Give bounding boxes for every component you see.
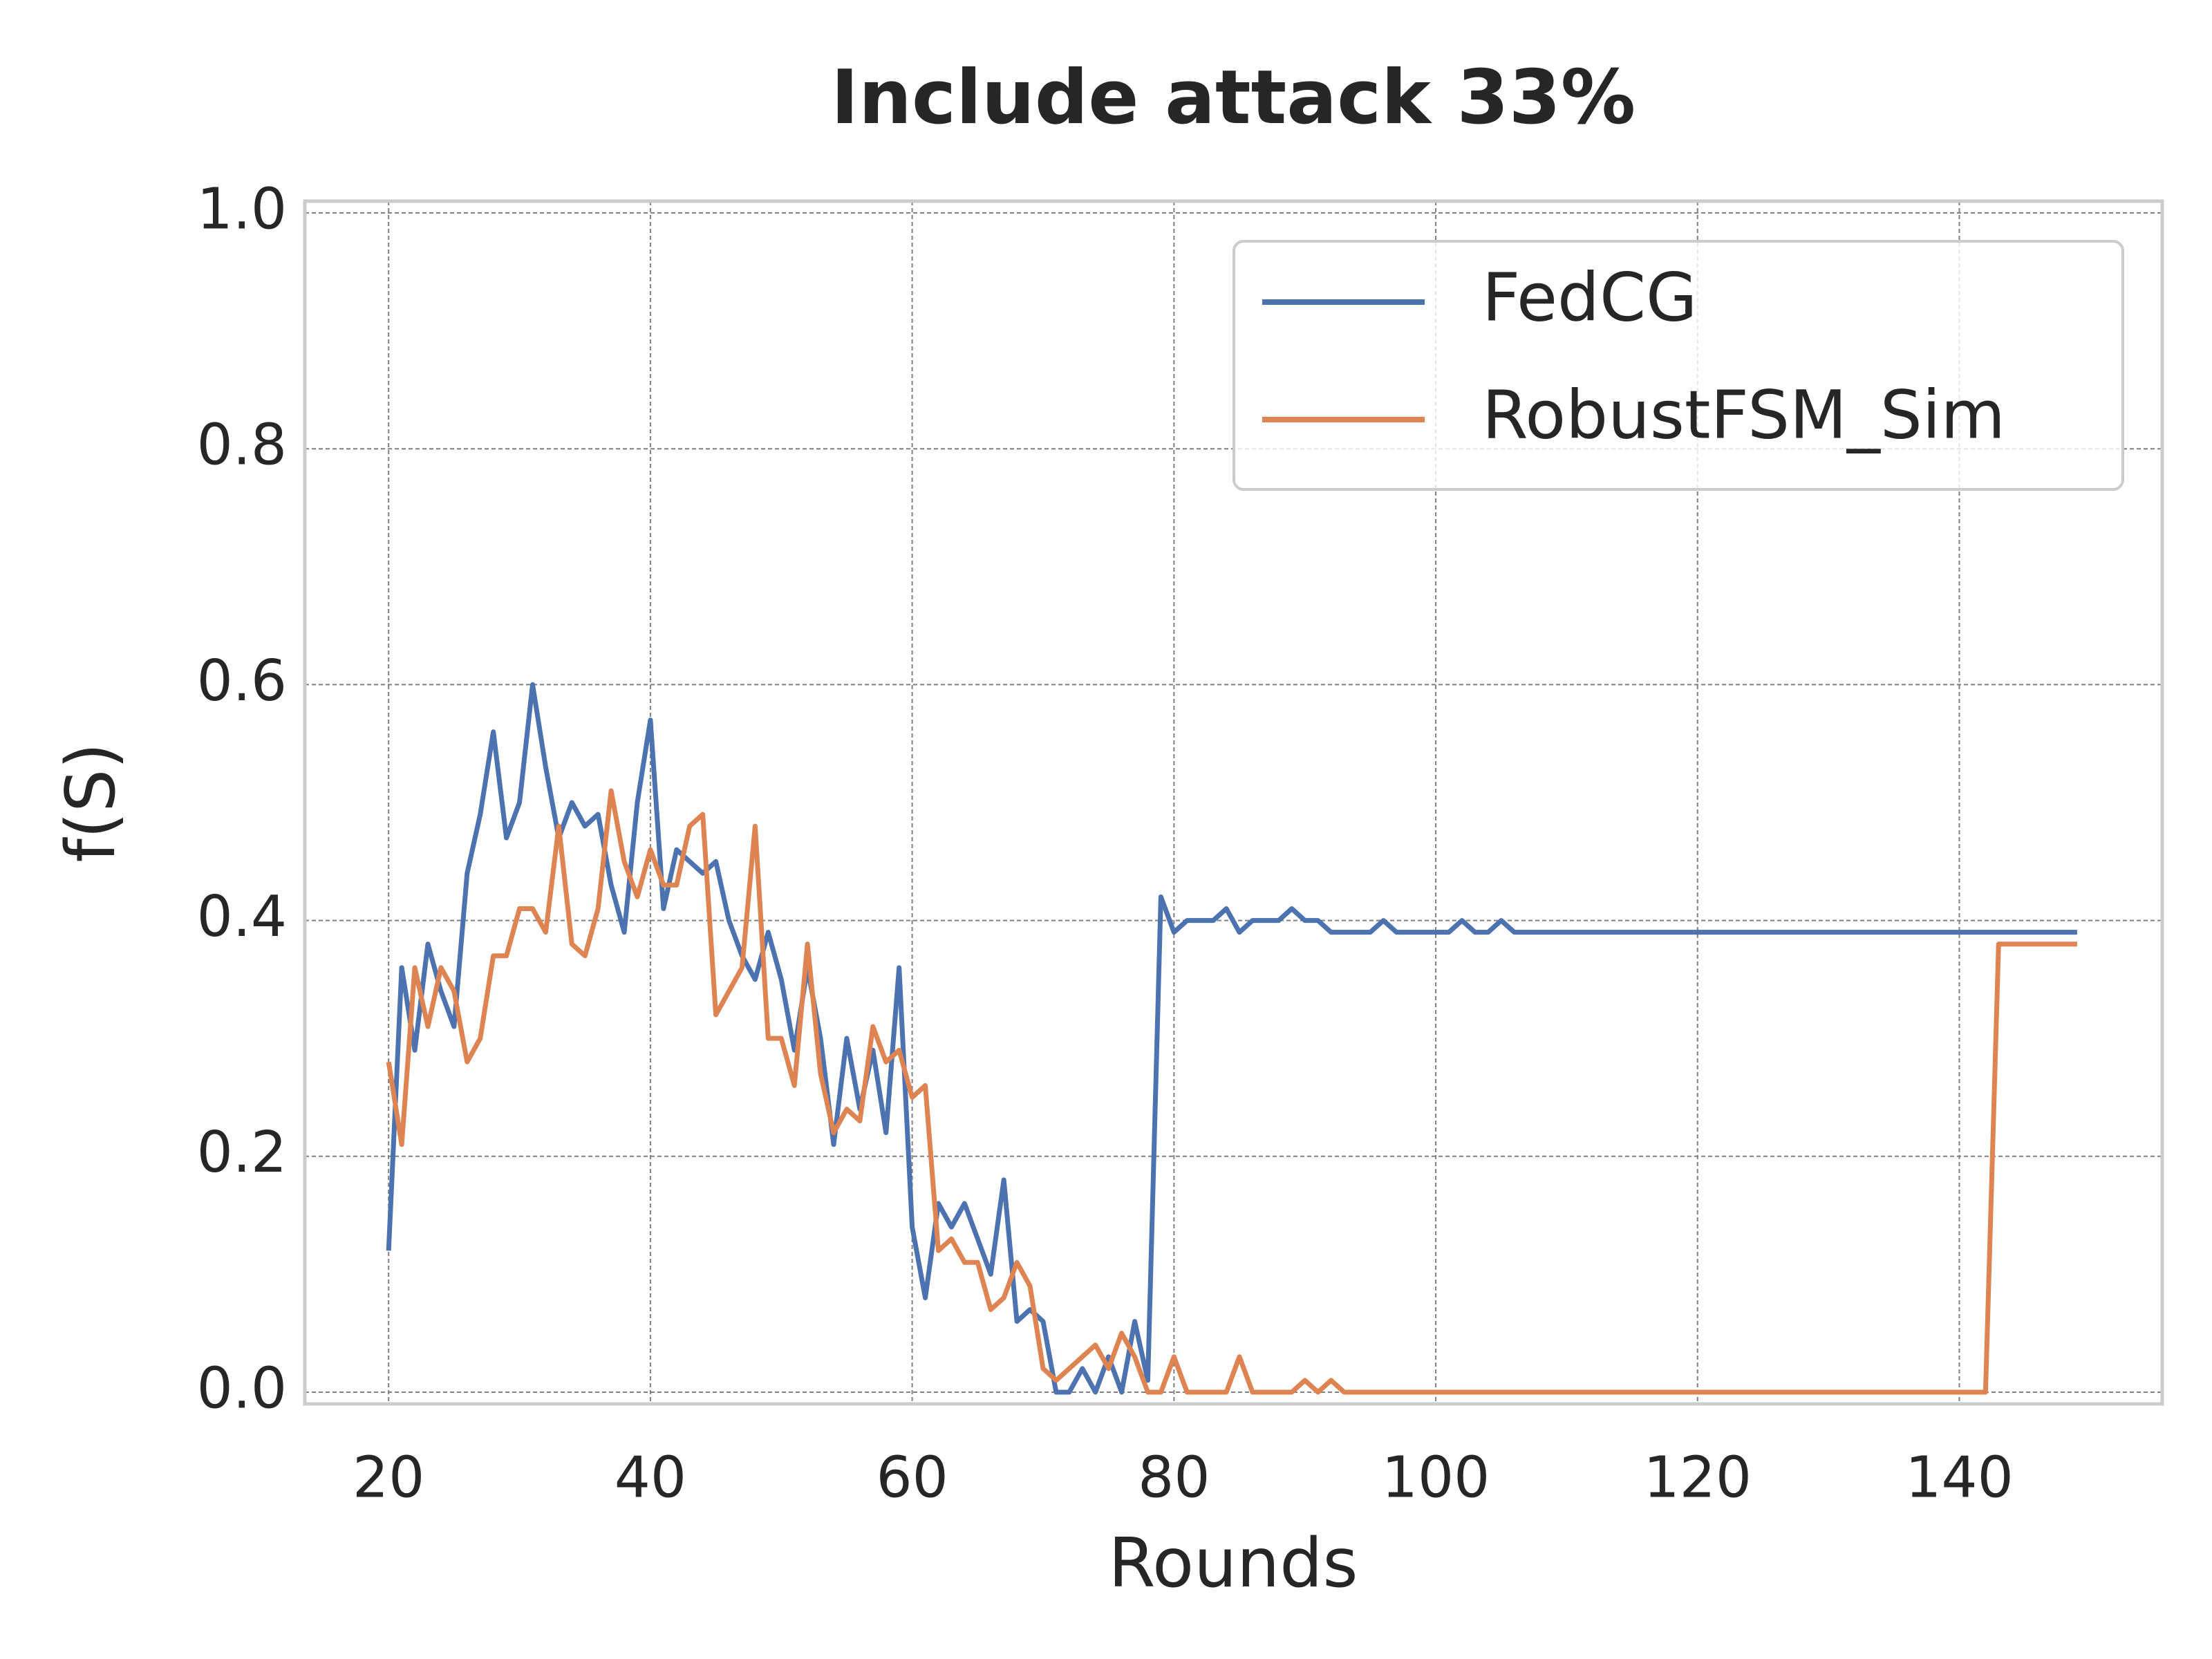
x-tick-label: 60 [876,1445,948,1510]
y-tick-label: 0.6 [197,648,287,714]
legend-label: FedCG [1482,259,1697,336]
series-line [386,682,2077,1395]
x-tick-label: 20 [353,1445,424,1510]
y-tick-label: 0.8 [197,413,287,478]
y-tick-label: 0.4 [197,884,287,950]
x-axis-label: Rounds [1108,1524,1358,1603]
x-tick-label: 40 [615,1445,686,1510]
legend-box [1232,240,2124,491]
y-axis-label: f(S) [52,742,131,862]
x-tick-label: 80 [1138,1445,1210,1510]
y-tick-label: 0.2 [197,1120,287,1185]
y-tick-label: 0.0 [197,1356,287,1421]
x-tick-label: 100 [1382,1445,1490,1510]
x-tick-label: 120 [1644,1445,1752,1510]
chart-title: Include attack 33% [831,55,1635,141]
y-tick-label: 1.0 [197,177,287,243]
series-line [386,788,2077,1395]
plot-frame [303,199,2164,1406]
x-tick-label: 140 [1905,1445,2014,1510]
legend-label: RobustFSM_Sim [1482,376,2005,453]
